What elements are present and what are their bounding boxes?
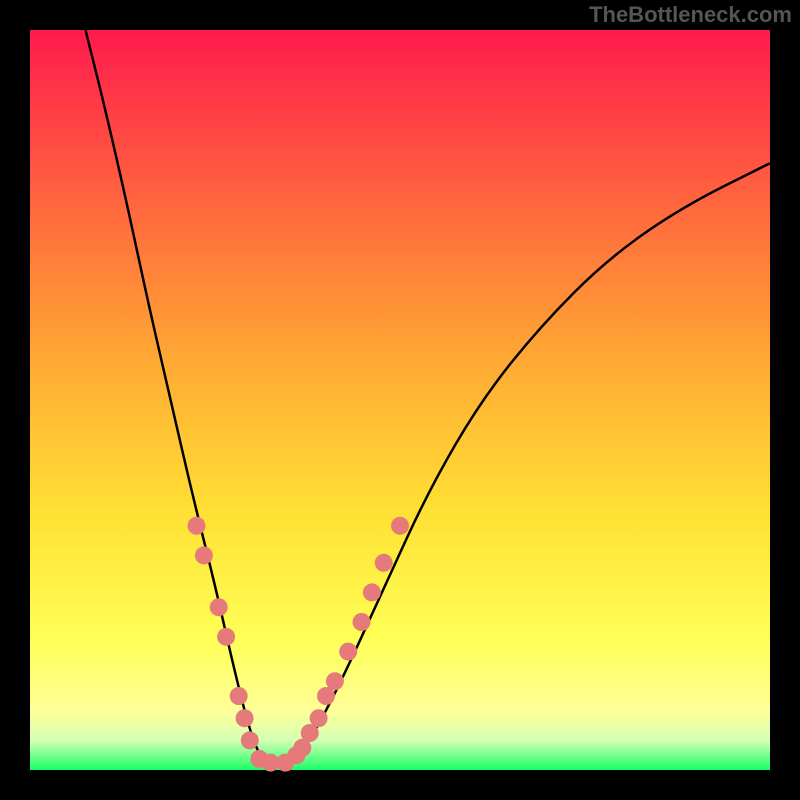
data-marker — [230, 687, 248, 705]
data-marker — [195, 546, 213, 564]
data-marker — [353, 613, 371, 631]
plot-background — [30, 30, 770, 770]
chart-container: TheBottleneck.com — [0, 0, 800, 800]
chart-svg — [0, 0, 800, 800]
data-marker — [363, 583, 381, 601]
data-marker — [236, 709, 254, 727]
data-marker — [241, 731, 259, 749]
data-marker — [217, 628, 235, 646]
data-marker — [188, 517, 206, 535]
data-marker — [310, 709, 328, 727]
watermark-text: TheBottleneck.com — [589, 2, 792, 28]
data-marker — [210, 598, 228, 616]
data-marker — [326, 672, 344, 690]
data-marker — [391, 517, 409, 535]
data-marker — [375, 554, 393, 572]
data-marker — [339, 643, 357, 661]
